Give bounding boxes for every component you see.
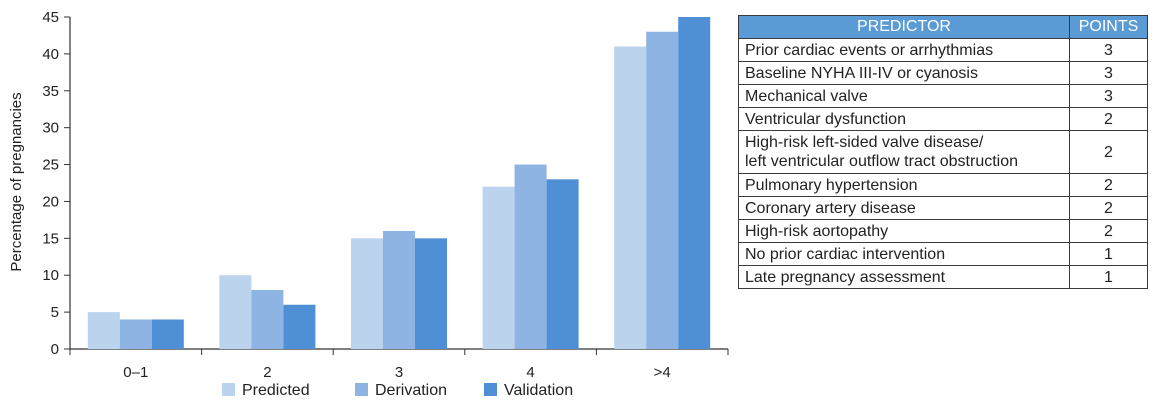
predictor-cell: Late pregnancy assessment <box>738 265 1070 289</box>
bar-validation-5 <box>678 17 711 349</box>
y-tick-label: 45 <box>42 9 59 26</box>
points-cell: 3 <box>1069 61 1148 85</box>
predictor-cell: High-risk aortopathy <box>738 219 1070 243</box>
y-tick-label: 20 <box>42 193 59 210</box>
bar-predicted-1 <box>87 312 120 349</box>
y-axis-label: Percentage of pregnancies <box>8 92 25 271</box>
points-cell: 1 <box>1069 265 1148 289</box>
points-column-header: POINTS <box>1069 15 1148 39</box>
predictor-cell: Coronary artery disease <box>738 196 1070 220</box>
legend-label-derivation: Derivation <box>375 382 447 399</box>
x-tick-label: >4 <box>654 364 671 381</box>
bar-chart: Percentage of pregnancies 0 5 10 15 20 25 30 35… <box>8 9 729 399</box>
points-cell: 2 <box>1069 130 1148 174</box>
table-header-row: PREDICTOR POINTS <box>738 15 1148 39</box>
legend: Predicted Derivation Validation <box>222 382 573 399</box>
legend-label-validation: Validation <box>504 382 573 399</box>
table-row: Baseline NYHA III-IV or cyanosis 3 <box>738 61 1148 85</box>
legend-swatch-validation <box>484 383 497 396</box>
x-tick-label: 2 <box>263 364 271 381</box>
predictor-cell-line: High-risk left-sided valve disease/ left… <box>745 134 1019 170</box>
legend-label-predicted: Predicted <box>242 382 310 399</box>
bar-predicted-4 <box>482 186 515 349</box>
bar-derivation-1 <box>119 319 152 349</box>
y-tick-label: 5 <box>51 304 59 321</box>
bar-validation-4 <box>546 179 579 349</box>
bar-predicted-5 <box>614 46 647 350</box>
predictor-cell: High-risk left-sided valve disease/ left… <box>738 130 1070 174</box>
y-tick-label: 0 <box>51 341 59 358</box>
table-row: Pulmonary hypertension 2 <box>738 173 1148 197</box>
bar-validation-2 <box>283 304 316 349</box>
legend-swatch-derivation <box>355 383 368 396</box>
points-cell: 2 <box>1069 219 1148 243</box>
points-cell: 3 <box>1069 84 1148 108</box>
table-row: Late pregnancy assessment 1 <box>738 265 1148 289</box>
bar-derivation-4 <box>514 164 547 349</box>
points-cell: 1 <box>1069 242 1148 266</box>
bar-validation-1 <box>151 319 184 349</box>
bars <box>87 17 711 350</box>
y-tick-label: 35 <box>42 83 59 100</box>
table-row: Mechanical valve 3 <box>738 84 1148 108</box>
points-cell: 2 <box>1069 196 1148 220</box>
bar-predicted-2 <box>219 275 252 349</box>
bar-derivation-5 <box>646 31 679 350</box>
y-axis-label-group: Percentage of pregnancies <box>8 92 25 271</box>
x-tick-label: 3 <box>395 364 403 381</box>
x-tick-label: 0–1 <box>123 364 148 381</box>
bar-predicted-3 <box>351 238 383 349</box>
points-cell: 2 <box>1069 107 1148 131</box>
table-row: Prior cardiac events or arrhythmias 3 <box>738 38 1148 62</box>
predictor-cell: Ventricular dysfunction <box>738 107 1070 131</box>
table-row: Coronary artery disease 2 <box>738 196 1148 220</box>
y-tick-label: 40 <box>42 46 59 63</box>
predictor-cell: Mechanical valve <box>738 84 1070 108</box>
table-row: High-risk aortopathy 2 <box>738 219 1148 243</box>
table-row: High-risk left-sided valve disease/ left… <box>738 130 1148 174</box>
predictor-column-header: PREDICTOR <box>738 15 1070 39</box>
predictor-cell: Prior cardiac events or arrhythmias <box>738 38 1070 62</box>
bar-derivation-3 <box>383 230 415 349</box>
predictor-points-table: PREDICTOR POINTS Prior cardiac events or… <box>738 15 1148 289</box>
x-tick-label: 4 <box>526 364 534 381</box>
predictor-cell: No prior cardiac intervention <box>738 242 1070 266</box>
y-tick-label: 25 <box>42 157 59 174</box>
legend-swatch-predicted <box>222 383 235 396</box>
predictor-cell: Pulmonary hypertension <box>738 173 1070 197</box>
points-cell: 2 <box>1069 173 1148 197</box>
y-tick-label: 15 <box>42 230 59 247</box>
bar-derivation-2 <box>251 289 284 349</box>
predictor-cell: Baseline NYHA III-IV or cyanosis <box>738 61 1070 85</box>
points-cell: 3 <box>1069 38 1148 62</box>
table-row: No prior cardiac intervention 1 <box>738 242 1148 266</box>
y-tick-label: 10 <box>42 267 59 284</box>
table-row: Ventricular dysfunction 2 <box>738 107 1148 131</box>
y-tick-label: 30 <box>42 120 59 137</box>
bar-validation-3 <box>415 238 447 349</box>
